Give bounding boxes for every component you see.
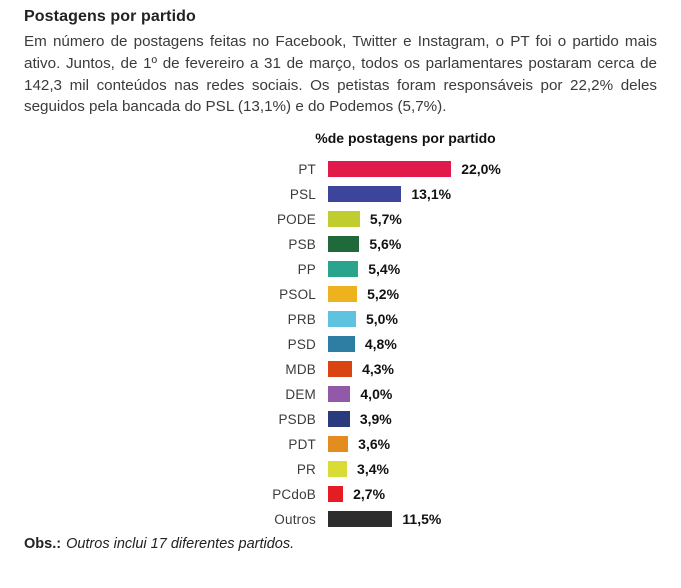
bar-value: 5,4% xyxy=(368,261,401,278)
footnote-text: Outros inclui 17 diferentes partidos. xyxy=(66,536,295,553)
bar-label: PDT xyxy=(288,436,316,452)
bar xyxy=(328,261,359,278)
bar-label: PSL xyxy=(289,186,316,202)
bar-label: PODE xyxy=(276,211,316,227)
bar xyxy=(328,411,350,428)
chart-row: MDB 4,3% xyxy=(24,361,657,378)
bar-label: PSOL xyxy=(279,286,316,302)
bar xyxy=(328,211,360,228)
bar-label: PRB xyxy=(287,311,316,327)
chart-row: PT 22,0% xyxy=(24,161,657,178)
bar-value: 3,6% xyxy=(358,436,391,453)
bar xyxy=(328,186,402,203)
chart-row: PSL 13,1% xyxy=(24,186,657,203)
bar-label: PCdoB xyxy=(272,486,316,502)
bar-label: MDB xyxy=(285,361,316,377)
bar-label: PR xyxy=(296,461,316,477)
bar-label: PSD xyxy=(287,336,316,352)
bar-label: PSDB xyxy=(278,411,316,427)
bar xyxy=(328,511,393,528)
bar xyxy=(328,161,452,178)
chart-row: PP 5,4% xyxy=(24,261,657,278)
bar-value: 5,2% xyxy=(367,286,400,303)
bar xyxy=(328,436,349,453)
chart-row: DEM 4,0% xyxy=(24,386,657,403)
bar-value: 3,4% xyxy=(357,461,389,478)
bar-value: 4,8% xyxy=(364,336,397,353)
bar-label: PT xyxy=(298,161,316,177)
chart-row: PCdoB 2,7% xyxy=(24,486,657,503)
bar-value: 4,0% xyxy=(360,386,393,403)
intro-paragraph: Em número de postagens feitas no Faceboo… xyxy=(24,33,657,116)
chart-row: PODE 5,7% xyxy=(24,211,657,228)
chart-title: %de postagens por partido xyxy=(315,130,496,147)
chart-row: Outros 11,5% xyxy=(24,511,657,528)
bar xyxy=(328,311,356,328)
bar-value: 2,7% xyxy=(353,486,386,503)
footnote: Obs.: Outros inclui 17 diferentes partido… xyxy=(24,536,657,552)
bar-value: 4,3% xyxy=(362,361,394,378)
bar-label: DEM xyxy=(285,386,316,402)
footnote-prefix: Obs.: xyxy=(24,536,62,553)
bar xyxy=(328,486,344,503)
chart-row: PSDB 3,9% xyxy=(24,411,657,428)
bar-value: 5,7% xyxy=(369,211,402,228)
bar-value: 5,6% xyxy=(369,236,402,253)
chart-row: PSD 4,8% xyxy=(24,336,657,353)
bar-label: PSB xyxy=(288,236,316,252)
page-title: Postagens por partido xyxy=(24,8,196,25)
bar-label: PP xyxy=(297,261,316,277)
bar xyxy=(328,361,353,378)
chart-row: PRB 5,0% xyxy=(24,311,657,328)
chart-row: PDT 3,6% xyxy=(24,436,657,453)
bar xyxy=(328,461,348,478)
bar xyxy=(328,236,360,253)
bar xyxy=(328,336,355,353)
bar-value: 11,5% xyxy=(402,511,442,528)
chart-rows: PT 22,0% PSL 13,1% PODE 5,7% PSB 5,6% PP 5,4% PSOL… xyxy=(24,161,657,528)
bar-label: Outros xyxy=(274,511,316,527)
bar-value: 3,9% xyxy=(359,411,392,428)
chart-row: PSOL 5,2% xyxy=(24,286,657,303)
bar-value: 22,0% xyxy=(461,161,501,178)
bar-value: 13,1% xyxy=(411,186,452,203)
bar xyxy=(328,286,358,303)
bar-chart: %de postagens por partido PT 22,0% PSL 13,1… xyxy=(24,130,657,528)
chart-row: PR 3,4% xyxy=(24,461,657,478)
chart-row: PSB 5,6% xyxy=(24,236,657,253)
bar xyxy=(328,386,351,403)
bar-value: 5,0% xyxy=(366,311,398,328)
